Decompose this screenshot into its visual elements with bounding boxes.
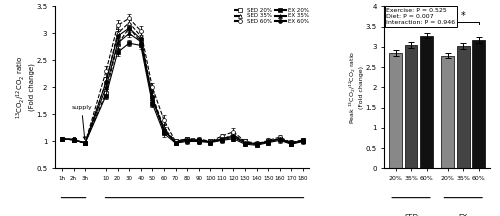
Bar <box>420 36 433 168</box>
Bar <box>404 45 417 168</box>
Y-axis label: Peak $^{13}$CO$_2$/$^{12}$CO$_2$ ratio
(Fold change): Peak $^{13}$CO$_2$/$^{12}$CO$_2$ ratio (… <box>348 51 364 124</box>
Bar <box>457 46 469 168</box>
Text: EX: EX <box>458 214 468 216</box>
Bar <box>442 56 454 168</box>
Text: supply: supply <box>71 105 92 139</box>
Text: *: * <box>461 11 466 21</box>
Y-axis label: $^{13}$CO$_2$/$^{12}$CO$_2$ ratio
(Fold change): $^{13}$CO$_2$/$^{12}$CO$_2$ ratio (Fold … <box>15 56 35 119</box>
Text: *: * <box>408 11 414 21</box>
Text: Exercise: P = 0.525
Diet: P = 0.007
Interaction: P = 0.946: Exercise: P = 0.525 Diet: P = 0.007 Inte… <box>386 8 456 25</box>
Bar <box>472 40 485 168</box>
Text: SED: SED <box>404 214 418 216</box>
Bar <box>389 53 402 168</box>
Legend: SED 20%, SED 35%, SED 60%, EX 20%, EX 35%, EX 60%: SED 20%, SED 35%, SED 60%, EX 20%, EX 35… <box>234 8 308 24</box>
